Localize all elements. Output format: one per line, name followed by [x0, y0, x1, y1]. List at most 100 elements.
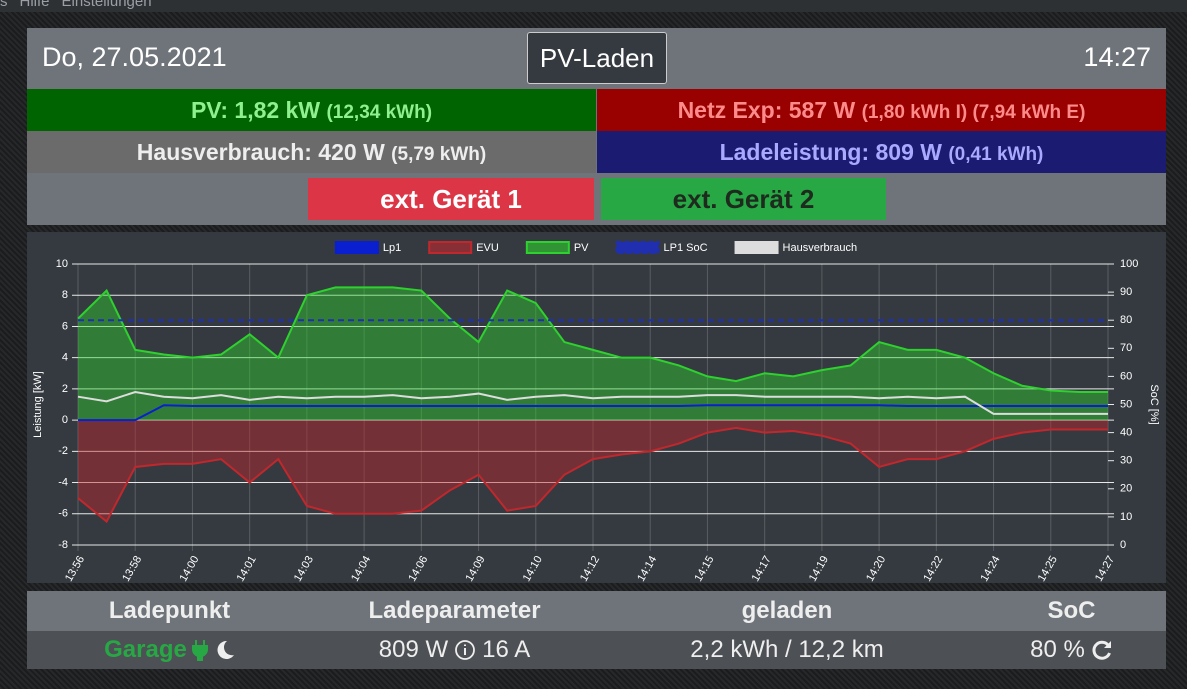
x-tick-label: 14:25 [1036, 554, 1060, 583]
mode-button[interactable]: PV-Laden [527, 32, 667, 84]
soc-cell: 80 % [977, 631, 1166, 669]
grid-energy: (1,80 kWh I) (7,94 kWh E) [861, 102, 1086, 123]
series-line [77, 426, 1108, 524]
x-tick-label: 14:19 [807, 554, 831, 583]
y-tick-label: 8 [62, 289, 68, 301]
y2-tick-label: 60 [1120, 370, 1132, 382]
column-header: geladen [741, 597, 833, 624]
area-fill [78, 420, 1108, 522]
y-tick-label: 2 [62, 383, 68, 395]
time: 14:27 [1083, 42, 1151, 72]
y2-tick-label: 20 [1120, 483, 1132, 495]
series-line [77, 390, 1108, 415]
legend-swatch [615, 241, 660, 254]
y-tick-label: 0 [62, 414, 68, 426]
column-header: Ladeparameter [368, 597, 541, 624]
refresh-icon[interactable] [1091, 639, 1113, 661]
charge-current: 16 A [482, 636, 531, 663]
y2-tick-label: 40 [1120, 427, 1132, 439]
y2-tick-label: 0 [1120, 539, 1126, 551]
legend-label: Hausverbrauch [783, 242, 858, 254]
legend-swatch [334, 241, 379, 254]
y-tick-label: -2 [58, 445, 68, 457]
soc-value: 80 % [1030, 636, 1085, 663]
chargepoint-cell: Garage [27, 631, 312, 669]
x-tick-label: 14:27 [1093, 554, 1117, 583]
pv-power: PV: 1,82 kW [190, 97, 321, 123]
y-tick-label: -4 [58, 476, 68, 488]
y2-tick-label: 80 [1120, 314, 1132, 326]
column-header: SoC [1047, 597, 1096, 624]
x-tick-label: 14:00 [177, 554, 201, 583]
legend-label: EVU [476, 242, 499, 254]
y-axis-label: Leistung [kW] [32, 371, 44, 438]
legend-label: PV [574, 242, 589, 254]
charge-tile: Ladeleistung: 809 W (0,41 kWh) [597, 131, 1166, 173]
y-tick-label: 4 [62, 352, 68, 364]
legend-swatch [525, 241, 570, 254]
y-tick-label: 6 [62, 320, 68, 332]
x-tick-label: 14:22 [921, 554, 945, 583]
y-tick-label: -8 [58, 539, 68, 551]
y2-tick-label: 10 [1120, 511, 1132, 523]
x-tick-label: 14:17 [750, 554, 774, 583]
series-line [77, 286, 1108, 394]
legend-swatch [428, 241, 473, 254]
pv-tile: PV: 1,82 kW (12,34 kWh) [27, 89, 596, 131]
pv-energy: (12,34 kWh) [326, 102, 433, 123]
y-tick-label: 10 [56, 258, 68, 270]
grid-power: Netz Exp: 587 W [677, 97, 856, 123]
x-tick-label: 14:03 [292, 554, 316, 583]
chargepoint-name[interactable]: Garage [104, 636, 187, 663]
device-button[interactable]: ext. Gerät 2 [601, 178, 886, 220]
menu-item[interactable]: s [0, 0, 8, 10]
moon-icon[interactable] [213, 639, 235, 661]
y2-tick-label: 100 [1120, 258, 1138, 270]
legend-label: Lp1 [383, 242, 401, 254]
y2-tick-label: 30 [1120, 455, 1132, 467]
y-tick-label: -6 [58, 508, 68, 520]
series-line [78, 404, 1108, 422]
y2-tick-label: 90 [1120, 286, 1132, 298]
menu-item[interactable]: Einstellungen [61, 0, 152, 10]
chart: -8-6-4-20246810010203040506070809010013:… [32, 241, 1160, 584]
info-icon [455, 640, 476, 660]
y2-tick-label: 70 [1120, 342, 1132, 354]
legend-label: LP1 SoC [664, 242, 708, 254]
chart-panel: -8 -6 -4 -2 0 2 4 6 8 10 0 10 20 30 40 50 60 70 80 90 100 13:… [27, 232, 1166, 584]
params-cell: 809 W 16 A [312, 631, 597, 669]
charged-cell: 2,2 kWh / 12,2 km [690, 636, 884, 663]
x-tick-label: 14:06 [406, 554, 430, 583]
table-header: Ladepunkt Ladeparameter geladen SoC [27, 591, 1166, 631]
menu-bar: s Hilfe Einstellungen [0, 0, 1187, 12]
x-tick-label: 14:14 [635, 554, 659, 583]
charge-power: Ladeleistung: 809 W [719, 139, 942, 165]
y2-axis-label: SoC [%] [1148, 384, 1160, 424]
legend: Lp1 EVU PV LP1 SoC Hausverbrauch [334, 241, 858, 254]
x-tick-label: 14:20 [864, 554, 888, 583]
column-header: Ladepunkt [108, 597, 231, 624]
grid-tile: Netz Exp: 587 W (1,80 kWh I) (7,94 kWh E… [597, 89, 1166, 131]
x-tick-label: 14:24 [979, 554, 1003, 583]
house-energy: (5,79 kWh) [391, 144, 487, 165]
x-tick-label: 13:58 [120, 554, 144, 583]
house-tile: Hausverbrauch: 420 W (5,79 kWh) [27, 131, 596, 173]
device-button[interactable]: ext. Gerät 1 [308, 178, 594, 220]
plug-icon [191, 640, 208, 661]
x-tick-label: 14:09 [464, 554, 488, 583]
table-row: Garage 809 W 16 A 2,2 kWh / 12,2 km 80 % [27, 631, 1166, 669]
x-tick-label: 13:56 [63, 554, 87, 583]
y2-tick-label: 50 [1120, 398, 1132, 410]
legend-swatch [734, 241, 779, 254]
menu-item[interactable]: Hilfe [19, 0, 50, 10]
area-fill [78, 287, 1108, 421]
date: Do, 27.05.2021 [42, 42, 227, 72]
x-tick-label: 14:15 [692, 554, 716, 583]
house-power: Hausverbrauch: 420 W [136, 139, 385, 165]
x-tick-label: 14:04 [349, 554, 373, 583]
charge-power: 809 W [378, 636, 449, 663]
charge-energy: (0,41 kWh) [948, 144, 1044, 165]
x-tick-label: 14:01 [235, 554, 259, 583]
x-tick-label: 14:10 [521, 554, 545, 583]
